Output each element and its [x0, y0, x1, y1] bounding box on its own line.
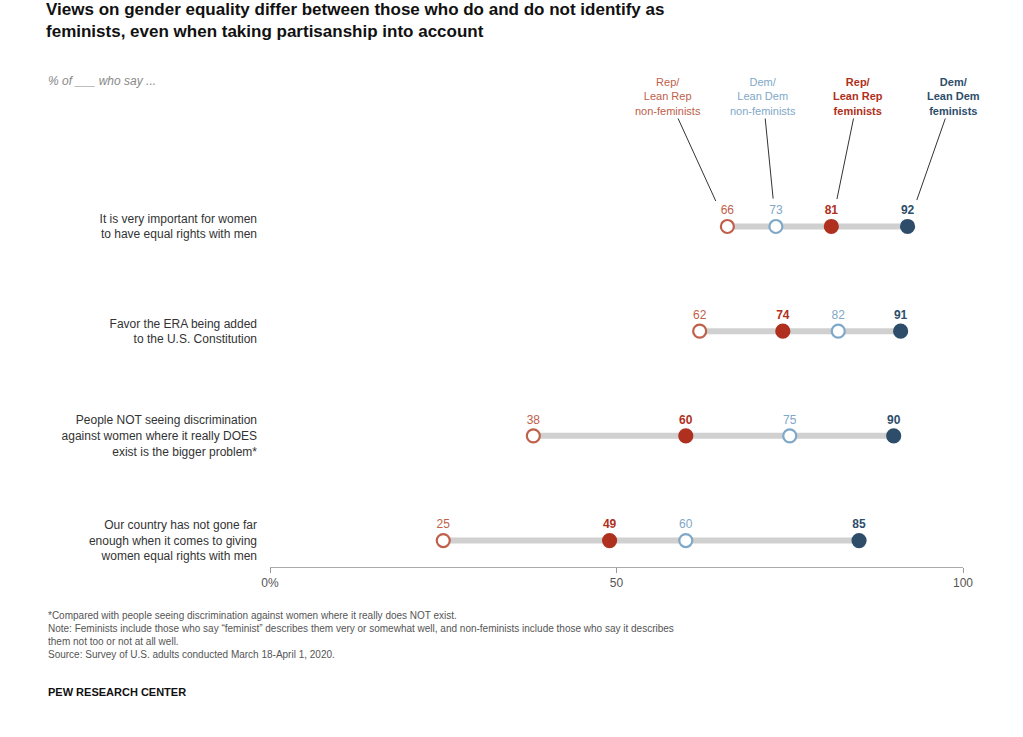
- svg-text:62: 62: [693, 308, 707, 322]
- svg-text:73: 73: [769, 203, 783, 217]
- svg-text:Dem/Lean Demnon-feminists: Dem/Lean Demnon-feminists: [730, 76, 796, 117]
- svg-text:Favor the ERA being addedto th: Favor the ERA being addedto the U.S. Con…: [110, 317, 257, 347]
- svg-text:People NOT seeing discriminati: People NOT seeing discriminationagainst …: [62, 413, 258, 458]
- svg-text:92: 92: [901, 203, 915, 217]
- svg-text:50: 50: [610, 576, 624, 590]
- svg-text:*Compared with people seeing d: *Compared with people seeing discriminat…: [48, 610, 674, 660]
- svg-text:Dem/Lean Demfeminists: Dem/Lean Demfeminists: [927, 76, 980, 117]
- svg-text:Rep/Lean Repfeminists: Rep/Lean Repfeminists: [833, 76, 883, 117]
- svg-text:49: 49: [603, 517, 617, 531]
- svg-text:90: 90: [887, 413, 901, 427]
- svg-text:100: 100: [953, 576, 973, 590]
- svg-text:75: 75: [783, 413, 797, 427]
- svg-text:91: 91: [894, 308, 908, 322]
- svg-text:Our country has not gone faren: Our country has not gone farenough when …: [89, 518, 257, 563]
- svg-text:74: 74: [776, 308, 790, 322]
- svg-text:0%: 0%: [261, 576, 279, 590]
- svg-text:Rep/Lean Repnon-feminists: Rep/Lean Repnon-feminists: [635, 76, 701, 117]
- svg-text:82: 82: [832, 308, 846, 322]
- svg-text:81: 81: [825, 203, 839, 217]
- svg-text:25: 25: [437, 517, 451, 531]
- svg-text:38: 38: [527, 413, 541, 427]
- svg-text:85: 85: [852, 517, 866, 531]
- svg-text:% of ___ who say ...: % of ___ who say ...: [48, 74, 156, 88]
- svg-text:PEW RESEARCH CENTER: PEW RESEARCH CENTER: [48, 686, 186, 698]
- svg-text:60: 60: [679, 413, 693, 427]
- svg-text:Views on gender equality diffe: Views on gender equality differ between …: [46, 0, 664, 41]
- svg-text:60: 60: [679, 517, 693, 531]
- svg-text:66: 66: [721, 203, 735, 217]
- svg-text:It is very important for women: It is very important for womento have eq…: [100, 212, 257, 242]
